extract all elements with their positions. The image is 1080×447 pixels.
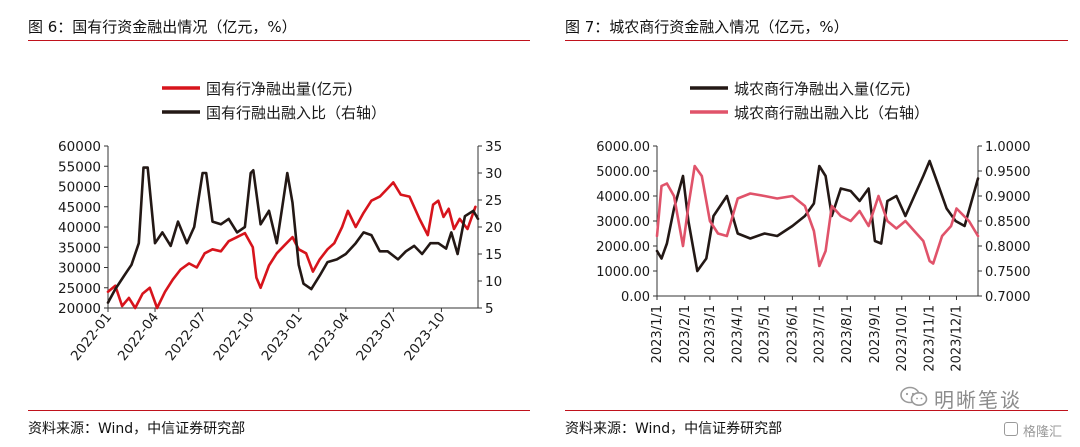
fig6-x-tick-label: 2023-04 bbox=[306, 310, 353, 364]
fig6-x-tick-label: 2023-07 bbox=[353, 310, 400, 364]
fig7-x-tick-label: 2023/8/1 bbox=[840, 305, 855, 363]
figure-7-title: 图 7：城农商行资金融入情况（亿元，%） bbox=[565, 18, 849, 36]
fig6-y-left-tick-label: 40000 bbox=[58, 220, 101, 236]
fig7-series-line-1 bbox=[655, 159, 980, 273]
fig6-y-right-tick-label: 30 bbox=[485, 166, 502, 182]
figure-7-title-rule bbox=[565, 40, 1068, 41]
fig7-x-tick-label: 2023/2/1 bbox=[678, 305, 693, 363]
fig6-x-tick-label: 2022-01 bbox=[68, 310, 115, 364]
gelonghui-logo-text: 格隆汇 bbox=[1023, 425, 1063, 440]
fig7-y-right-tick-label: 0.7000 bbox=[985, 290, 1031, 305]
fig7-x-tick-label: 2023/11/1 bbox=[923, 305, 938, 372]
fig6-y-right-tick-label: 35 bbox=[485, 139, 502, 155]
fig6-y-left-tick-label: 60000 bbox=[58, 139, 101, 155]
fig7-y-left-tick-label: 1000.00 bbox=[596, 265, 650, 280]
fig6-y-right-tick-label: 15 bbox=[485, 247, 502, 263]
fig7-x-tick-label: 2023/1/1 bbox=[650, 305, 665, 363]
fig7-x-tick-label: 2023/6/1 bbox=[785, 305, 800, 363]
fig6-y-left-tick-label: 55000 bbox=[58, 159, 101, 175]
figure-6-source: 资料来源：Wind，中信证券研究部 bbox=[28, 421, 246, 437]
figure-7-panel: 图 7：城农商行资金融入情况（亿元，%） 0.00 1000.00 2000.00 3… bbox=[540, 0, 1080, 447]
fig7-x-tick-label: 2023/4/1 bbox=[731, 305, 746, 363]
wechat-watermark: 明晰笔谈 bbox=[900, 384, 1050, 414]
fig6-legend-label-1: 国有行净融出量(亿元) bbox=[206, 80, 353, 98]
figure-6-chart: 20000 25000 30000 35000 40000 45000 50000 55000… bbox=[58, 80, 502, 364]
fig7-y-right-tick-label: 0.8000 bbox=[985, 240, 1031, 255]
figure-7-source: 资料来源：Wind，中信证券研究部 bbox=[565, 421, 783, 437]
fig7-y-right-tick-label: 1.0000 bbox=[985, 140, 1031, 155]
fig6-y-left-tick-label: 30000 bbox=[58, 261, 101, 277]
fig7-y-left-tick-label: 3000.00 bbox=[596, 215, 650, 230]
gelonghui-logo-icon bbox=[1004, 422, 1018, 436]
fig6-y-right-tick-label: 10 bbox=[485, 274, 502, 290]
fig6-y-right-tick-label: 25 bbox=[485, 193, 502, 209]
figure-7-chart: 0.00 1000.00 2000.00 3000.00 4000.00 5000.00 6… bbox=[596, 80, 1031, 372]
fig6-x-tick-label: 2022-07 bbox=[162, 310, 209, 364]
fig7-legend-label-2: 城农商行融出融入比（右轴） bbox=[734, 104, 929, 122]
fig7-x-tick-label: 2023/7/1 bbox=[812, 305, 827, 363]
fig6-legend-label-2: 国有行融出融入比（右轴） bbox=[206, 104, 386, 122]
fig7-y-left-tick-label: 4000.00 bbox=[596, 190, 650, 205]
fig6-y-left-tick-label: 45000 bbox=[58, 200, 101, 216]
fig7-y-right-tick-label: 0.8500 bbox=[985, 215, 1031, 230]
fig7-x-tick-label: 2023/3/1 bbox=[703, 305, 718, 363]
fig6-x-tick-label: 2022-10 bbox=[210, 310, 257, 364]
fig6-x-tick-label: 2023-01 bbox=[259, 310, 306, 364]
fig7-series-line-2 bbox=[655, 164, 980, 268]
figure-6-bottom-rule bbox=[28, 410, 530, 411]
fig7-y-left-tick-label: 5000.00 bbox=[596, 165, 650, 180]
fig6-series-line-2 bbox=[106, 166, 480, 304]
fig6-x-tick-label: 2022-04 bbox=[115, 310, 162, 364]
fig7-y-left-tick-label: 6000.00 bbox=[596, 140, 650, 155]
figure-7-bottom-rule bbox=[565, 410, 1068, 411]
fig7-y-right-tick-label: 0.7500 bbox=[985, 265, 1031, 280]
fig6-x-tick-label: 2023-10 bbox=[401, 310, 448, 364]
figure-6-title: 图 6：国有行资金融出情况（亿元，%） bbox=[28, 18, 297, 36]
fig7-x-tick-label: 2023/5/1 bbox=[758, 305, 773, 363]
fig6-y-left-tick-label: 25000 bbox=[58, 281, 101, 297]
wechat-icon bbox=[900, 386, 928, 406]
watermark-text: 明晰笔谈 bbox=[934, 388, 1022, 412]
gelonghui-logo: 格隆汇 bbox=[1004, 420, 1078, 440]
fig7-x-tick-label: 2023/9/1 bbox=[868, 305, 883, 363]
fig7-y-right-tick-label: 0.9000 bbox=[985, 190, 1031, 205]
fig6-y-left-tick-label: 50000 bbox=[58, 180, 101, 196]
fig7-x-tick-label: 2023/10/1 bbox=[895, 305, 910, 372]
fig6-y-right-tick-label: 5 bbox=[485, 301, 494, 317]
fig7-legend-label-1: 城农商行净融出入量(亿元) bbox=[734, 80, 911, 98]
fig7-y-left-tick-label: 0.00 bbox=[621, 290, 650, 305]
fig7-y-left-tick-label: 2000.00 bbox=[596, 240, 650, 255]
fig7-x-tick-label: 2023/12/1 bbox=[949, 305, 964, 372]
fig7-y-right-tick-label: 0.9500 bbox=[985, 165, 1031, 180]
fig6-y-right-tick-label: 20 bbox=[485, 220, 502, 236]
figure-6-panel: 图 6：国有行资金融出情况（亿元，%） 20000 25000 30000 35000… bbox=[28, 18, 530, 437]
fig6-y-left-tick-label: 35000 bbox=[58, 240, 101, 256]
figure-6-title-rule bbox=[28, 40, 530, 41]
fig6-y-left-tick-label: 20000 bbox=[58, 301, 101, 317]
